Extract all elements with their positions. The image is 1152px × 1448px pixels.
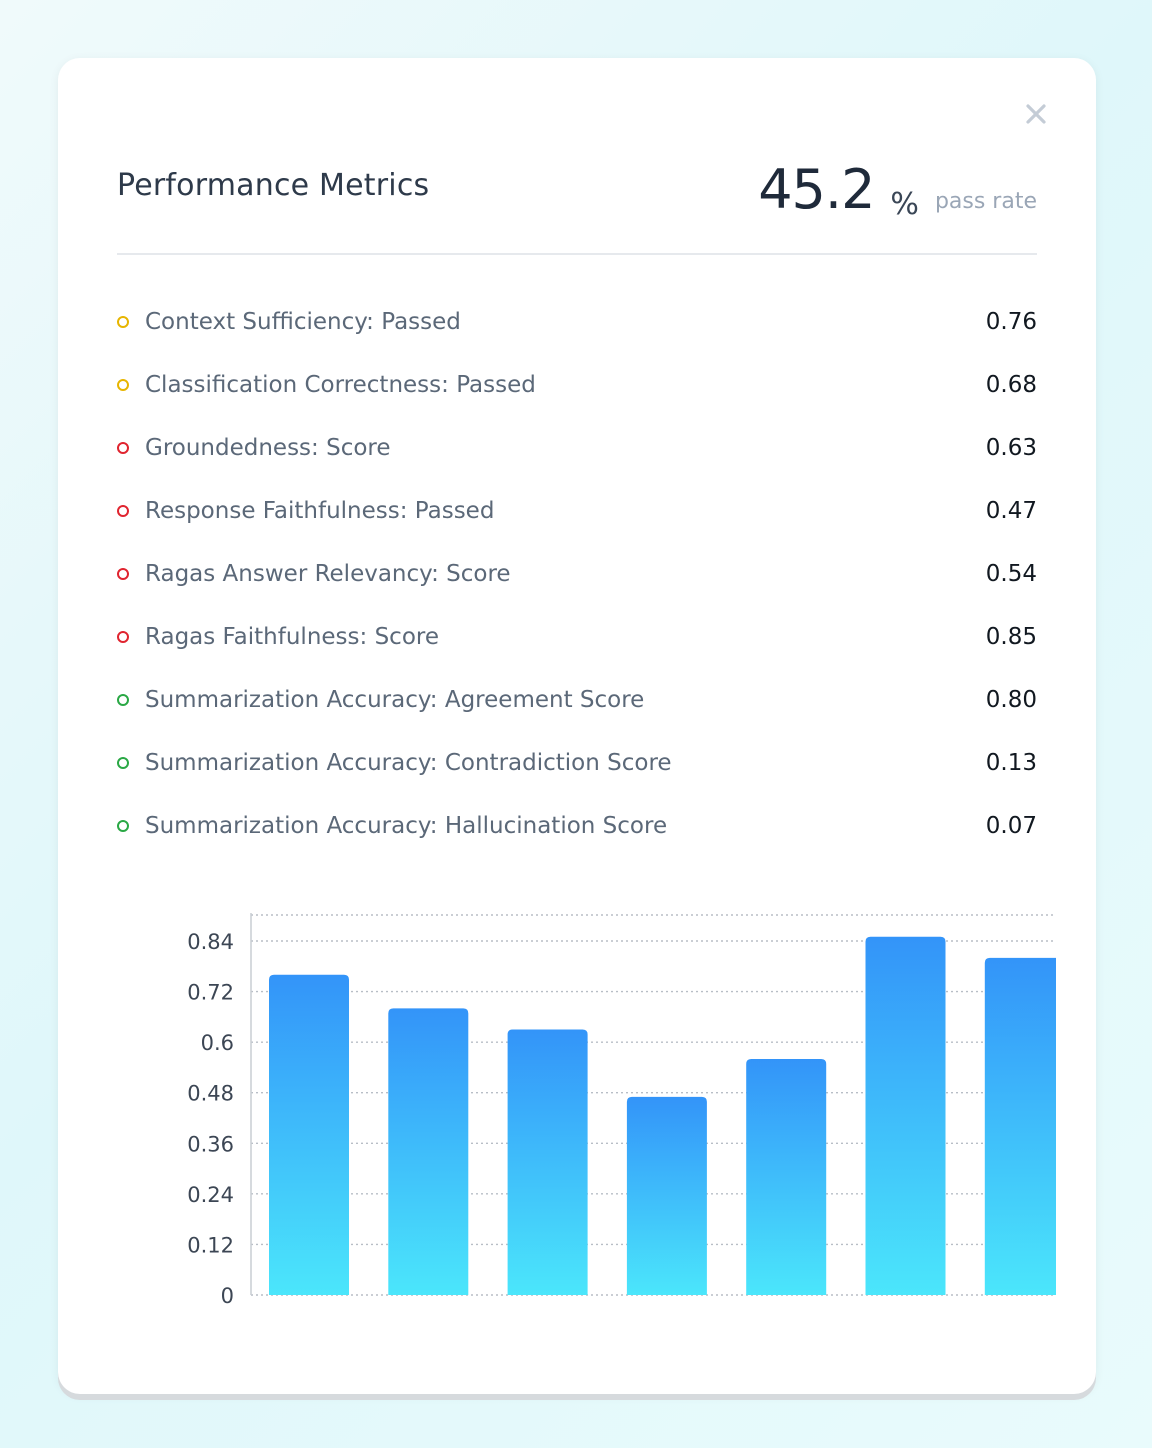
y-tick-label: 0.72 <box>187 981 234 1005</box>
metric-value: 0.47 <box>985 497 1037 524</box>
metric-value: 0.13 <box>985 749 1037 776</box>
metric-row: Groundedness: Score 0.63 <box>117 416 1037 479</box>
metric-value: 0.07 <box>985 812 1037 839</box>
pass-rate: 45.2 % pass rate <box>758 158 1037 222</box>
y-tick-label: 0 <box>221 1284 234 1308</box>
metric-value: 0.54 <box>985 560 1037 587</box>
metric-value: 0.80 <box>985 686 1037 713</box>
close-icon <box>1026 104 1046 124</box>
pass-rate-label: pass rate <box>934 189 1037 214</box>
bar[interactable] <box>626 1096 707 1295</box>
status-dot-icon <box>117 504 129 517</box>
metric-value: 0.63 <box>985 434 1037 461</box>
status-dot-icon <box>117 693 129 706</box>
bar[interactable] <box>984 957 1056 1295</box>
metric-label: Summarization Accuracy: Contradiction Sc… <box>145 749 672 776</box>
metric-label: Ragas Faithfulness: Score <box>145 623 439 650</box>
y-tick-label: 0.12 <box>187 1233 234 1257</box>
status-dot-icon <box>117 567 129 580</box>
bar[interactable] <box>746 1059 827 1295</box>
status-dot-icon <box>117 630 129 643</box>
status-dot-icon <box>117 378 129 391</box>
metric-row: Summarization Accuracy: Hallucination Sc… <box>117 794 1037 857</box>
y-tick-label: 0.6 <box>201 1031 234 1055</box>
status-dot-icon <box>117 819 129 832</box>
metric-label: Groundedness: Score <box>145 434 391 461</box>
bar[interactable] <box>269 974 349 1295</box>
y-tick-label: 0.36 <box>187 1132 234 1156</box>
metric-value: 0.68 <box>985 371 1037 398</box>
bar[interactable] <box>388 1008 469 1295</box>
close-button[interactable] <box>1022 100 1050 128</box>
pass-rate-unit: % <box>890 187 919 222</box>
status-dot-icon <box>117 756 129 769</box>
bar[interactable] <box>865 936 946 1295</box>
pass-rate-value: 45.2 <box>758 158 875 221</box>
metric-value: 0.85 <box>985 623 1037 650</box>
y-tick-label: 0.84 <box>187 930 234 954</box>
bar-chart-svg: 0 0.12 0.24 0.36 0.48 0.6 0.72 0.84 <box>187 913 1056 1308</box>
metric-row: Classification Correctness: Passed 0.68 <box>117 353 1037 416</box>
metric-row: Summarization Accuracy: Agreement Score … <box>117 668 1037 731</box>
status-dot-icon <box>117 315 129 328</box>
header-divider <box>117 253 1037 255</box>
metric-row: Ragas Faithfulness: Score 0.85 <box>117 605 1037 668</box>
metric-row: Context Sufficiency: Passed 0.76 <box>117 290 1037 353</box>
metric-label: Response Faithfulness: Passed <box>145 497 495 524</box>
metrics-card: Performance Metrics 45.2 % pass rate Con… <box>58 58 1096 1394</box>
metric-label: Summarization Accuracy: Hallucination Sc… <box>145 812 668 839</box>
metric-label: Summarization Accuracy: Agreement Score <box>145 686 645 713</box>
bar-chart: 0 0.12 0.24 0.36 0.48 0.6 0.72 0.84 <box>116 898 1056 1318</box>
metric-label: Context Sufficiency: Passed <box>145 308 461 335</box>
metric-row: Ragas Answer Relevancy: Score 0.54 <box>117 542 1037 605</box>
metric-row: Summarization Accuracy: Contradiction Sc… <box>117 731 1037 794</box>
y-tick-label: 0.24 <box>187 1183 234 1207</box>
y-tick-label: 0.48 <box>187 1082 234 1106</box>
metric-label: Ragas Answer Relevancy: Score <box>145 560 511 587</box>
metric-row: Response Faithfulness: Passed 0.47 <box>117 479 1037 542</box>
metric-label: Classification Correctness: Passed <box>145 371 536 398</box>
metrics-list: Context Sufficiency: Passed 0.76 Classif… <box>117 290 1037 857</box>
bar[interactable] <box>507 1029 588 1296</box>
card-header: Performance Metrics 45.2 % pass rate <box>117 158 1037 222</box>
card-title: Performance Metrics <box>117 168 430 203</box>
status-dot-icon <box>117 441 129 454</box>
metric-value: 0.76 <box>985 308 1037 335</box>
